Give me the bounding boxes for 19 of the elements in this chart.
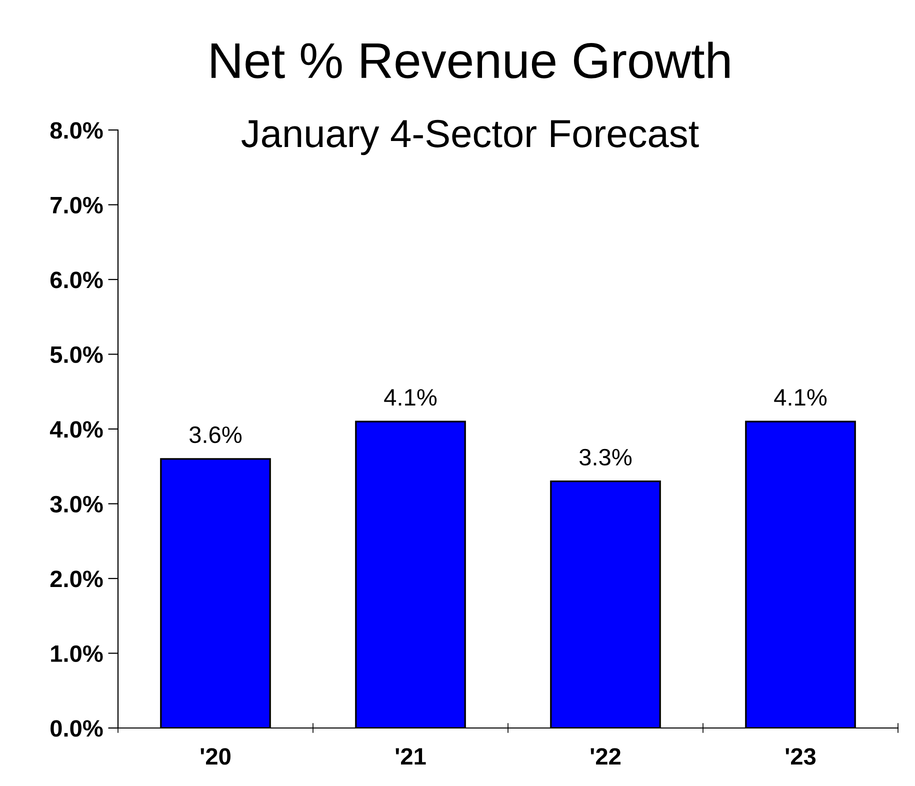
y-tick-label: 2.0% (50, 570, 103, 588)
y-tick-label: 8.0% (50, 122, 103, 139)
y-tick-label: 3.0% (50, 496, 103, 513)
y-tick-label: 6.0% (50, 272, 103, 288)
y-tick-label: 4.0% (50, 421, 103, 438)
y-tick-label: 7.0% (50, 196, 103, 214)
data-label: 4.1% (774, 389, 827, 406)
x-tick-label: '22 (590, 748, 620, 765)
data-label: 3.3% (579, 448, 632, 466)
x-tick-label: '21 (396, 748, 426, 765)
chart-title: Net % Revenue Growth (211, 42, 730, 78)
chart-subtitle: January 4-Sector Forecast (242, 120, 699, 156)
y-tick-label: 1.0% (51, 645, 103, 662)
y-tick-label: 0.0% (50, 720, 103, 737)
data-label: 3.6% (189, 426, 242, 444)
x-tick-label: '20 (200, 748, 230, 765)
x-tick-label: '23 (786, 748, 816, 765)
y-tick-label: 5.0% (50, 346, 103, 364)
data-label: 4.1% (384, 389, 437, 406)
